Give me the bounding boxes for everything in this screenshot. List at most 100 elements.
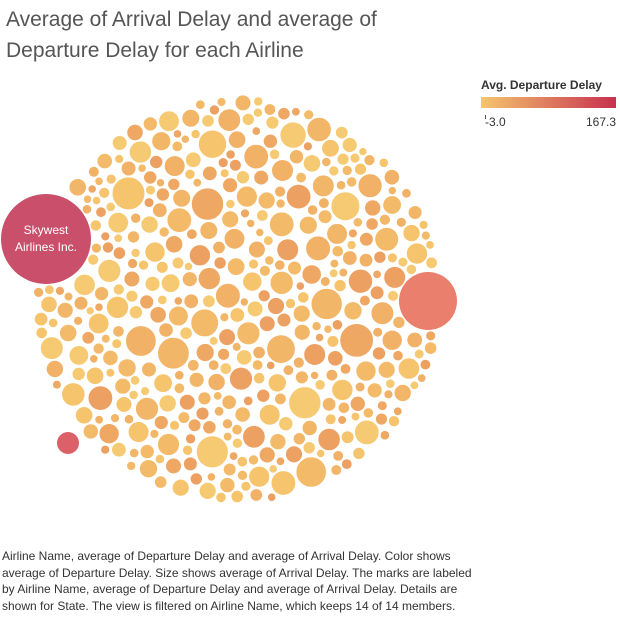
bubble-mark[interactable] <box>258 289 271 303</box>
bubble-mark[interactable] <box>114 378 132 395</box>
bubble-mark[interactable] <box>152 202 168 218</box>
bubble-mark[interactable] <box>418 220 429 230</box>
bubble-mark[interactable] <box>276 312 292 328</box>
bubble-mark[interactable] <box>185 433 196 445</box>
bubble-mark[interactable] <box>397 357 420 380</box>
bubble-mark[interactable] <box>285 298 296 309</box>
bubble-mark[interactable] <box>249 488 263 502</box>
bubble-mark[interactable] <box>349 395 366 412</box>
bubble-mark[interactable] <box>317 428 341 451</box>
bubble-mark[interactable] <box>359 232 374 247</box>
bubble-mark[interactable] <box>318 197 330 209</box>
bubble-mark[interactable] <box>256 388 271 403</box>
bubble-mark[interactable] <box>259 446 276 464</box>
bubble-mark[interactable] <box>234 94 252 111</box>
bubble-mark[interactable] <box>339 363 351 375</box>
bubble-mark[interactable] <box>173 382 185 394</box>
bubble-mark[interactable] <box>87 385 113 411</box>
bubble-mark[interactable] <box>181 109 200 128</box>
bubble-mark[interactable] <box>373 250 387 264</box>
bubble-mark[interactable] <box>341 165 353 176</box>
bubble-mark[interactable] <box>73 296 89 311</box>
bubble-mark[interactable] <box>135 397 159 421</box>
bubble-mark[interactable] <box>332 450 344 462</box>
bubble-mark[interactable] <box>98 187 110 199</box>
bubble-mark[interactable] <box>401 188 412 199</box>
bubble-mark[interactable] <box>270 470 296 496</box>
bubble-mark[interactable] <box>338 268 348 278</box>
bubble-mark[interactable] <box>306 117 332 142</box>
bubble-mark[interactable] <box>299 216 318 235</box>
bubble-mark[interactable] <box>230 490 244 503</box>
bubble-mark[interactable] <box>229 367 253 391</box>
bubble-mark[interactable] <box>310 288 343 320</box>
bubble-mark[interactable] <box>190 129 201 139</box>
bubble-mark[interactable] <box>199 482 217 500</box>
bubble-mark[interactable] <box>265 115 280 130</box>
bubble-mark[interactable] <box>112 135 128 151</box>
bubble-mark[interactable] <box>282 364 294 376</box>
bubble-mark[interactable] <box>151 131 172 151</box>
bubble-mark[interactable] <box>209 104 220 116</box>
bubble-mark[interactable] <box>381 330 403 351</box>
bubble-mark[interactable] <box>253 96 264 107</box>
bubble-mark[interactable] <box>195 406 210 421</box>
bubble-mark[interactable] <box>302 441 316 455</box>
bubble-mark[interactable] <box>357 173 383 198</box>
bubble-mark[interactable] <box>144 276 161 292</box>
bubble-mark[interactable] <box>85 306 95 316</box>
bubble-mark[interactable] <box>94 415 104 425</box>
bubble-mark[interactable] <box>228 130 247 149</box>
bubble-mark[interactable] <box>215 491 227 503</box>
bubble-mark[interactable] <box>149 155 163 169</box>
bubble-mark[interactable] <box>370 301 395 325</box>
bubble-mark[interactable] <box>387 252 398 264</box>
bubble-mark[interactable] <box>139 294 154 310</box>
bubble-mark[interactable] <box>318 209 333 224</box>
bubble-mark[interactable] <box>331 245 344 258</box>
bubble-mark[interactable] <box>240 297 249 307</box>
bubble-mark[interactable] <box>359 295 371 307</box>
bubble-mark[interactable] <box>94 176 104 186</box>
labeled-bubble-mark[interactable] <box>1 194 91 284</box>
bubble-mark[interactable] <box>419 359 431 371</box>
bubble-mark[interactable] <box>329 259 340 269</box>
bubble-mark[interactable] <box>405 263 417 275</box>
bubble-mark[interactable] <box>141 361 157 378</box>
bubble-mark[interactable] <box>217 108 241 132</box>
bubble-mark[interactable] <box>266 334 296 364</box>
bubble-mark[interactable] <box>350 412 361 422</box>
bubble-mark[interactable] <box>396 217 407 228</box>
bubble-mark[interactable] <box>33 287 44 298</box>
bubble-mark[interactable] <box>184 262 193 271</box>
bubble-mark[interactable] <box>214 406 225 417</box>
bubble-mark[interactable] <box>355 381 366 393</box>
bubble-mark[interactable] <box>179 326 193 340</box>
bubble-mark[interactable] <box>111 442 127 458</box>
bubble-mark[interactable] <box>259 315 276 332</box>
bubble-mark[interactable] <box>183 456 198 472</box>
bubble-mark[interactable] <box>185 151 202 168</box>
bubble-mark[interactable] <box>153 373 173 393</box>
bubble-mark[interactable] <box>354 419 380 445</box>
bubble-mark[interactable] <box>97 259 122 283</box>
bubble-mark[interactable] <box>154 454 165 464</box>
bubble-mark[interactable] <box>196 435 229 469</box>
bubble-mark[interactable] <box>321 157 332 167</box>
bubble-mark[interactable] <box>252 346 266 359</box>
bubble-mark[interactable] <box>218 328 236 346</box>
bubble-mark[interactable] <box>92 196 101 205</box>
bubble-mark[interactable] <box>143 116 158 132</box>
bubble-mark[interactable] <box>68 178 87 197</box>
bubble-mark[interactable] <box>259 404 281 426</box>
bubble-mark[interactable] <box>199 221 218 240</box>
bubble-mark[interactable] <box>183 293 199 309</box>
bubble-mark[interactable] <box>414 348 425 360</box>
bubble-mark[interactable] <box>174 370 185 381</box>
bubble-mark[interactable] <box>52 380 62 390</box>
bubble-mark[interactable] <box>224 228 246 250</box>
bubble-mark[interactable] <box>86 366 105 385</box>
bubble-mark[interactable] <box>358 147 368 156</box>
bubble-mark[interactable] <box>157 433 180 456</box>
bubble-mark[interactable] <box>188 418 202 432</box>
